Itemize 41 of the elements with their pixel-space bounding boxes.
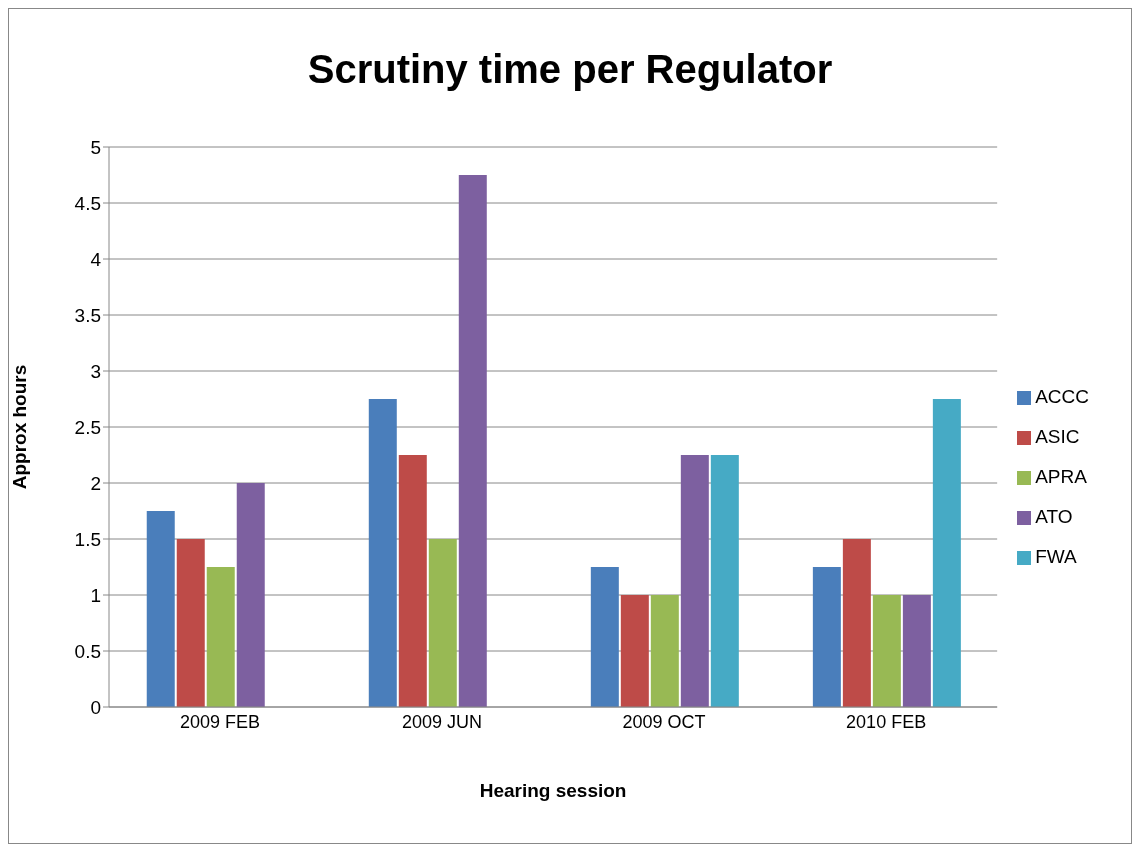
bar [368, 399, 397, 707]
bar [236, 483, 265, 707]
bar [146, 511, 175, 707]
bar [812, 567, 841, 707]
bar [932, 399, 961, 707]
y-tick-label: 4.5 [74, 192, 101, 214]
bar [590, 567, 619, 707]
y-tick-label: 0.5 [74, 640, 101, 662]
bar [176, 539, 205, 707]
bar [872, 595, 901, 707]
x-tick-label: 2009 OCT [622, 711, 706, 732]
y-tick-label: 0 [90, 696, 101, 718]
x-tick-label: 2010 FEB [846, 711, 927, 732]
y-tick-label: 3.5 [74, 304, 101, 326]
y-tick-label: 5 [90, 136, 101, 158]
y-axis-title: Approx hours [8, 364, 30, 490]
x-tick-label: 2009 FEB [179, 711, 261, 732]
y-tick-label: 1 [90, 584, 101, 606]
x-axis-title: Hearing session [479, 780, 627, 801]
legend-label: APRA [1035, 466, 1087, 487]
bar [458, 175, 487, 707]
y-tick-label: 3 [90, 360, 101, 382]
y-tick-label: 2 [90, 472, 101, 494]
bar [650, 595, 679, 707]
legend-label: ACCC [1035, 386, 1089, 407]
legend-label: FWA [1035, 546, 1077, 567]
legend-label: ASIC [1035, 426, 1080, 447]
x-tick-label: 2009 JUN [402, 711, 483, 732]
y-tick-label: 1.5 [74, 528, 101, 550]
bar [680, 455, 709, 707]
y-tick-label: 4 [90, 248, 102, 270]
bar [398, 455, 427, 707]
bar [902, 595, 931, 707]
bar [428, 539, 457, 707]
y-tick-label: 2.5 [74, 416, 101, 438]
bar [206, 567, 235, 707]
bar [842, 539, 871, 707]
bar [620, 595, 649, 707]
bar [710, 455, 739, 707]
chart-title: Scrutiny time per Regulator [306, 46, 834, 93]
legend-label: ATO [1035, 506, 1073, 527]
